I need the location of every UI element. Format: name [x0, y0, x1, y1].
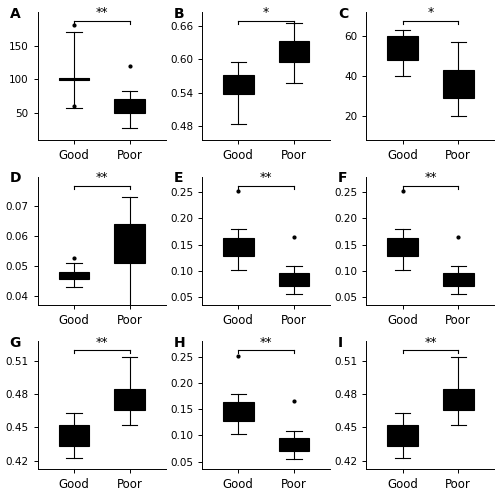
Text: **: ** [96, 171, 108, 184]
PathPatch shape [443, 273, 474, 286]
PathPatch shape [388, 36, 418, 60]
PathPatch shape [223, 75, 254, 94]
PathPatch shape [278, 41, 309, 63]
Text: H: H [174, 336, 186, 350]
Text: I: I [338, 336, 344, 350]
Text: **: ** [260, 336, 272, 349]
PathPatch shape [114, 224, 145, 263]
Text: F: F [338, 171, 347, 185]
PathPatch shape [58, 272, 89, 279]
Text: A: A [10, 6, 20, 21]
Text: C: C [338, 6, 348, 21]
PathPatch shape [443, 389, 474, 410]
PathPatch shape [388, 425, 418, 446]
PathPatch shape [58, 78, 89, 80]
PathPatch shape [114, 99, 145, 113]
PathPatch shape [388, 238, 418, 256]
PathPatch shape [223, 238, 254, 256]
Text: **: ** [96, 6, 108, 19]
PathPatch shape [278, 438, 309, 451]
PathPatch shape [58, 425, 89, 446]
PathPatch shape [114, 389, 145, 410]
PathPatch shape [443, 70, 474, 98]
PathPatch shape [278, 273, 309, 286]
Text: G: G [10, 336, 21, 350]
Text: E: E [174, 171, 184, 185]
Text: D: D [10, 171, 21, 185]
Text: **: ** [424, 336, 436, 349]
Text: **: ** [96, 336, 108, 349]
PathPatch shape [223, 403, 254, 421]
Text: *: * [263, 6, 269, 19]
Text: *: * [428, 6, 434, 19]
Text: B: B [174, 6, 184, 21]
Text: **: ** [260, 171, 272, 184]
Text: **: ** [424, 171, 436, 184]
